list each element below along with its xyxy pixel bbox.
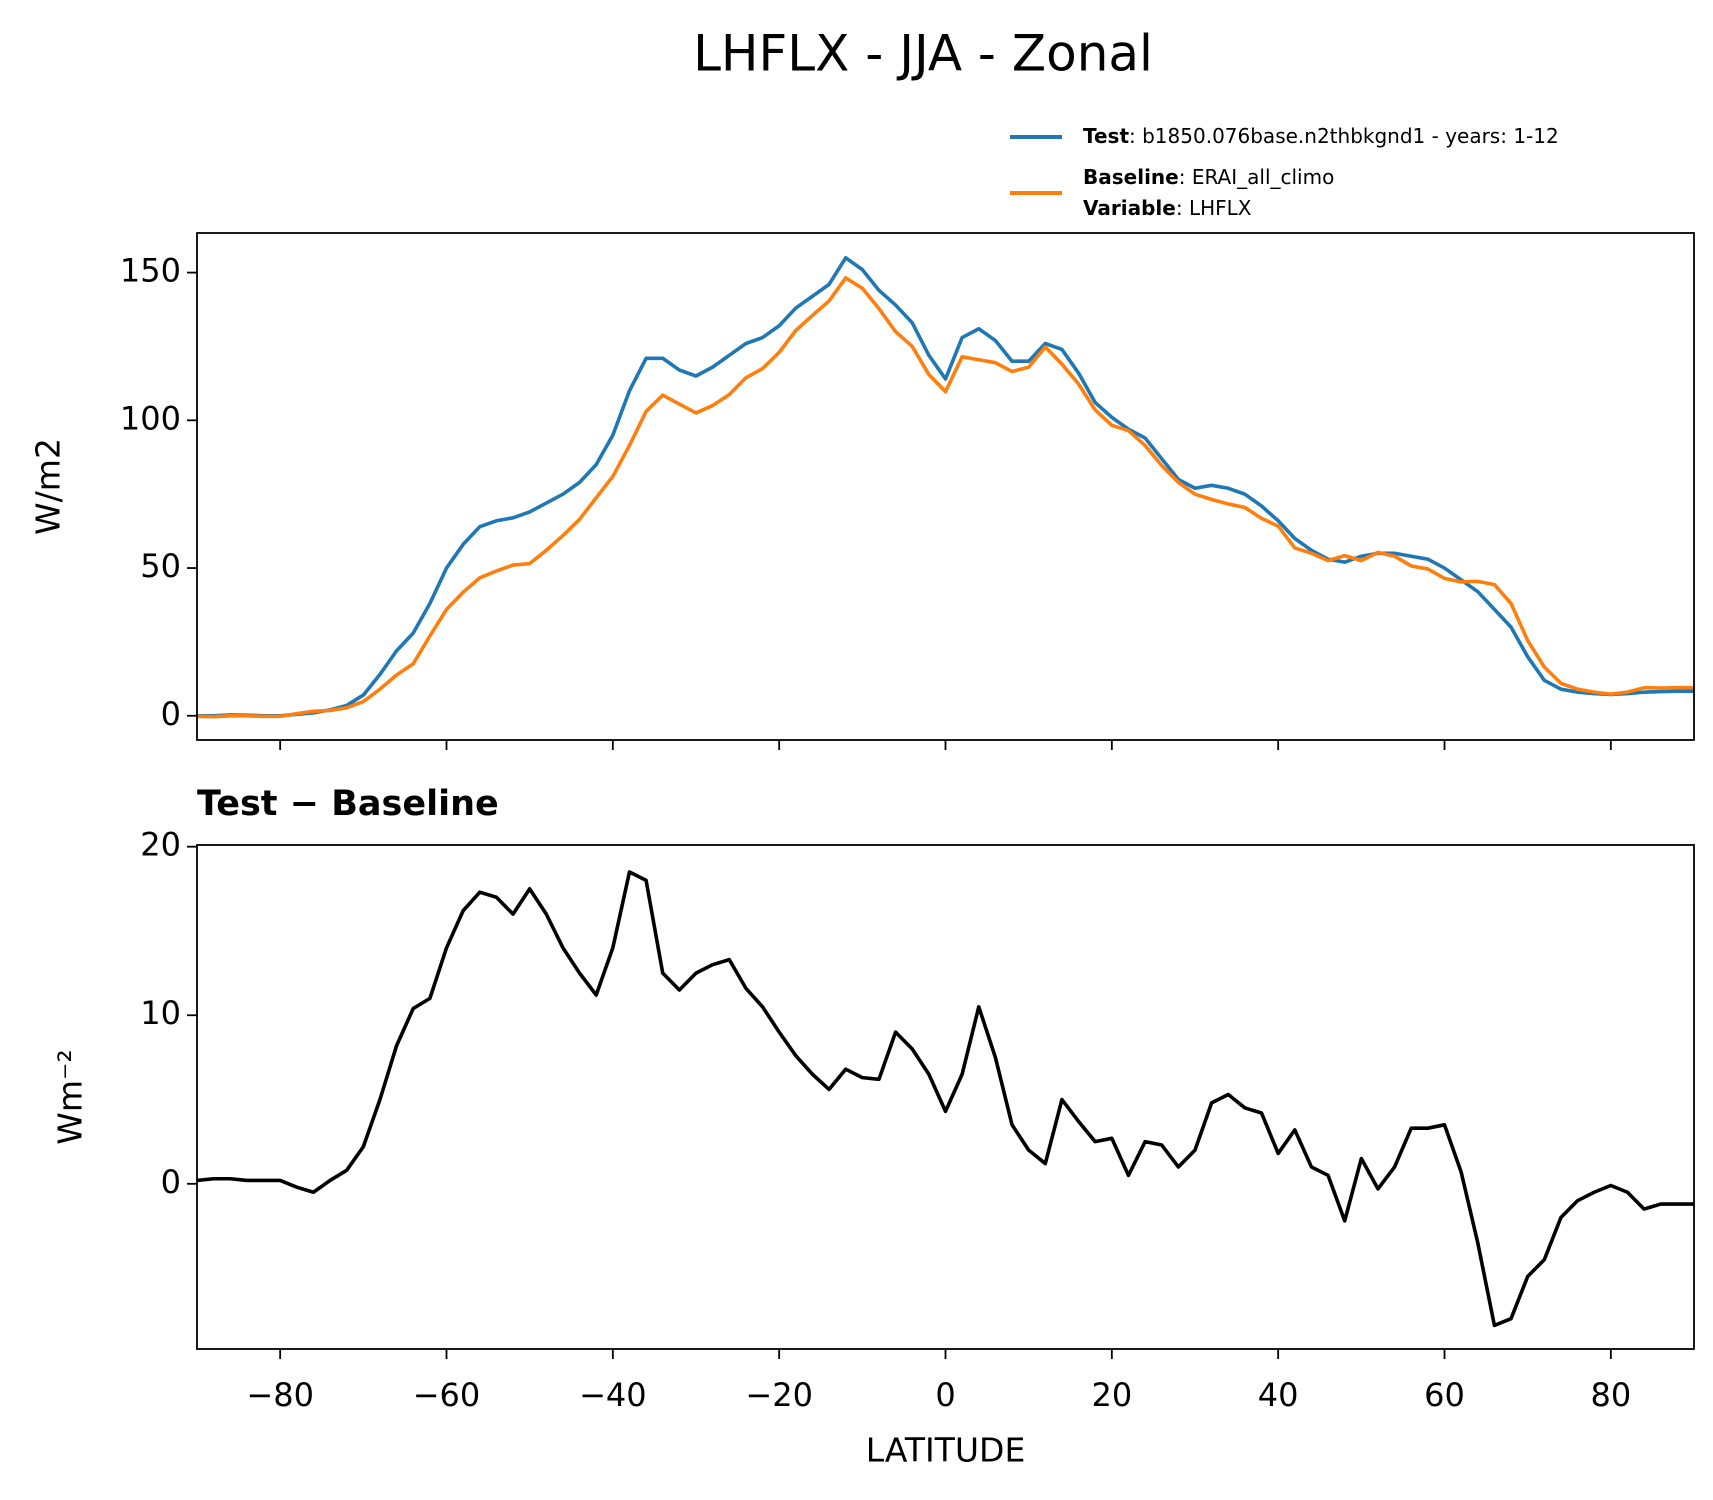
y-tick-label: 150 [120,252,181,290]
figure-title: LHFLX - JJA - Zonal [693,25,1153,83]
y-tick-label: 0 [161,695,181,733]
y-axis-label: Wm⁻² [51,1049,90,1144]
x-tick-label: 0 [935,1376,955,1414]
y-tick-label: 10 [140,994,181,1032]
legend-label: : LHFLX [1176,196,1252,220]
axes-title: Test − Baseline [197,784,499,824]
legend-name: Baseline [1083,165,1179,189]
x-tick-label: −60 [413,1376,481,1414]
x-tick-label: −40 [579,1376,647,1414]
legend-entry: Variable: LHFLX [1083,196,1252,220]
x-tick-label: 60 [1424,1376,1465,1414]
x-axis-label: LATITUDE [866,1431,1026,1470]
y-tick-label: 50 [140,547,181,585]
series-line [197,256,1694,718]
y-axis-label: W/m2 [29,438,68,535]
legend-entry: Test: b1850.076base.n2thbkgnd1 - years: … [1083,124,1559,148]
axes-frame [196,844,1695,1350]
y-tick-label: 20 [140,826,181,864]
legend-name: Variable [1083,196,1176,220]
legend-label: : ERAI_all_climo [1179,165,1335,189]
y-tick-label: 100 [120,399,181,437]
x-tick-label: 80 [1590,1376,1631,1414]
legend-entry: Baseline: ERAI_all_climo [1083,165,1334,189]
y-tick-label: 0 [161,1163,181,1201]
series-line [197,276,1694,719]
legend-label: : b1850.076base.n2thbkgnd1 - years: 1-12 [1129,124,1559,148]
series-line [197,870,1694,1328]
x-tick-label: −80 [246,1376,314,1414]
x-tick-label: 40 [1258,1376,1299,1414]
axes-frame [196,232,1695,741]
x-tick-label: −20 [745,1376,813,1414]
legend-name: Test [1083,124,1129,148]
x-tick-label: 20 [1091,1376,1132,1414]
